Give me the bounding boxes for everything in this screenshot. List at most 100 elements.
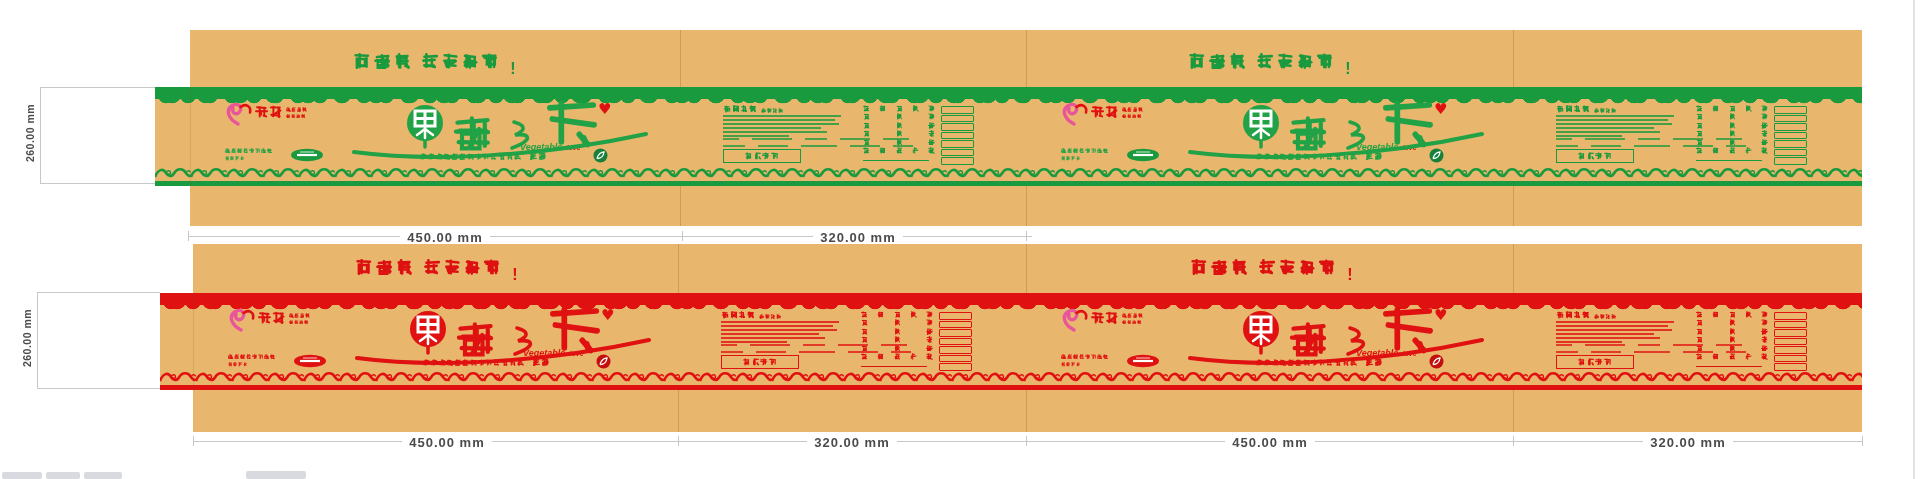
product-checkbox bbox=[941, 140, 974, 148]
cert-badge bbox=[293, 354, 327, 368]
product-name bbox=[861, 345, 933, 353]
print-band: ♥Vegetable love♥Vegetable love bbox=[155, 87, 1862, 186]
ornament-border bbox=[160, 371, 1862, 384]
dim-tick bbox=[37, 292, 160, 293]
product-name bbox=[1696, 105, 1768, 113]
product-checkbox bbox=[1774, 363, 1807, 371]
product-checkbox bbox=[941, 115, 974, 123]
product-checkbox bbox=[1774, 157, 1807, 165]
strip-red: ♥Vegetable love♥Vegetable love!! bbox=[0, 244, 1920, 432]
product-checkbox bbox=[1774, 149, 1807, 157]
taskbar-item-fragment[interactable] bbox=[2, 472, 42, 479]
canvas-edge-line bbox=[1913, 0, 1915, 479]
product-name bbox=[1696, 139, 1768, 147]
product-checkbox bbox=[1774, 355, 1807, 363]
dim-tick bbox=[193, 436, 194, 446]
product-name bbox=[863, 139, 935, 147]
info-spec-seg bbox=[1634, 351, 1670, 353]
info-text-line bbox=[1556, 329, 1672, 331]
fold-line bbox=[190, 87, 191, 186]
product-name bbox=[1696, 122, 1768, 130]
product-name bbox=[863, 130, 935, 138]
product-name bbox=[1696, 336, 1768, 344]
company-line bbox=[420, 152, 547, 165]
info-spec-seg bbox=[723, 145, 745, 147]
company-line bbox=[1256, 152, 1383, 165]
info-text-line bbox=[721, 321, 839, 323]
band-baseline bbox=[160, 385, 1862, 390]
dim-tick bbox=[1026, 436, 1027, 446]
brand-mark bbox=[223, 101, 353, 131]
info-text-line bbox=[723, 115, 841, 117]
info-text-line bbox=[721, 325, 833, 327]
dim-label: 450.00 mm bbox=[1195, 433, 1345, 451]
heart-icon: ♥ bbox=[598, 102, 611, 117]
product-checkbox bbox=[939, 355, 972, 363]
info-spec-seg bbox=[799, 351, 835, 353]
leaf-icon bbox=[596, 354, 611, 369]
product-checkbox bbox=[1774, 338, 1807, 346]
info-text-line bbox=[1556, 127, 1654, 129]
cert-text bbox=[1061, 354, 1127, 370]
info-text-line bbox=[1556, 325, 1668, 327]
product-checkbox bbox=[941, 106, 974, 114]
info-text-line bbox=[1556, 341, 1622, 343]
info-stamp bbox=[1556, 355, 1634, 369]
info-spec-seg bbox=[805, 138, 827, 140]
heart-icon: ♥ bbox=[1434, 102, 1447, 117]
wave-border-top bbox=[160, 293, 1862, 305]
product-name bbox=[1696, 311, 1768, 319]
product-checkbox bbox=[941, 123, 974, 131]
dim-tick bbox=[40, 183, 155, 184]
info-spec-seg bbox=[723, 138, 739, 140]
dim-tick bbox=[188, 231, 189, 241]
info-spec-seg bbox=[752, 138, 792, 140]
ornament-border bbox=[155, 167, 1862, 180]
info-text-line bbox=[1556, 119, 1668, 121]
info-spec-seg bbox=[1591, 351, 1621, 353]
taskbar-item-fragment[interactable] bbox=[46, 472, 80, 479]
info-text-line bbox=[723, 127, 821, 129]
info-spec-seg bbox=[750, 344, 790, 346]
taskbar-item-fragment[interactable] bbox=[84, 472, 122, 479]
product-blank-line bbox=[1696, 366, 1762, 367]
dim-label-vertical: 260.00 mm bbox=[21, 298, 33, 378]
info-stamp bbox=[723, 149, 801, 163]
product-name bbox=[863, 147, 935, 155]
product-name bbox=[861, 336, 933, 344]
info-spec-seg bbox=[1556, 138, 1572, 140]
product-checkbox bbox=[1774, 140, 1807, 148]
info-text-line bbox=[1556, 321, 1674, 323]
info-spec-seg bbox=[1585, 344, 1625, 346]
product-checkbox bbox=[941, 157, 974, 165]
info-spec-seg bbox=[758, 145, 788, 147]
cert-text bbox=[1061, 148, 1127, 164]
product-checkbox bbox=[1774, 321, 1807, 329]
product-name bbox=[1696, 328, 1768, 336]
dim-line-vertical bbox=[37, 292, 38, 388]
slogan: ! bbox=[1102, 259, 1442, 281]
product-checkbox bbox=[1774, 346, 1807, 354]
info-text-line bbox=[723, 123, 839, 125]
product-name bbox=[861, 353, 933, 361]
product-checkbox bbox=[1774, 312, 1807, 320]
dim-label: 450.00 mm bbox=[372, 433, 522, 451]
taskbar-item-fragment[interactable] bbox=[246, 471, 306, 479]
info-spec-seg bbox=[1556, 145, 1578, 147]
info-spec-seg bbox=[1556, 351, 1578, 353]
info-text-line bbox=[723, 119, 835, 121]
leaf-icon bbox=[593, 148, 608, 163]
brand-mark bbox=[1059, 307, 1189, 337]
product-checkbox bbox=[939, 312, 972, 320]
info-spec-seg bbox=[803, 344, 825, 346]
product-blank-line bbox=[861, 366, 927, 367]
info-text-line bbox=[721, 337, 825, 339]
leaf-icon bbox=[1429, 148, 1444, 163]
info-stamp bbox=[1556, 149, 1634, 163]
product-blank-line bbox=[863, 160, 929, 161]
info-spec-seg bbox=[756, 351, 786, 353]
product-name bbox=[861, 319, 933, 327]
cert-badge bbox=[1126, 148, 1160, 162]
info-spec-seg bbox=[1634, 145, 1670, 147]
design-canvas: ♥Vegetable love♥Vegetable love!!260.00 m… bbox=[0, 0, 1920, 479]
